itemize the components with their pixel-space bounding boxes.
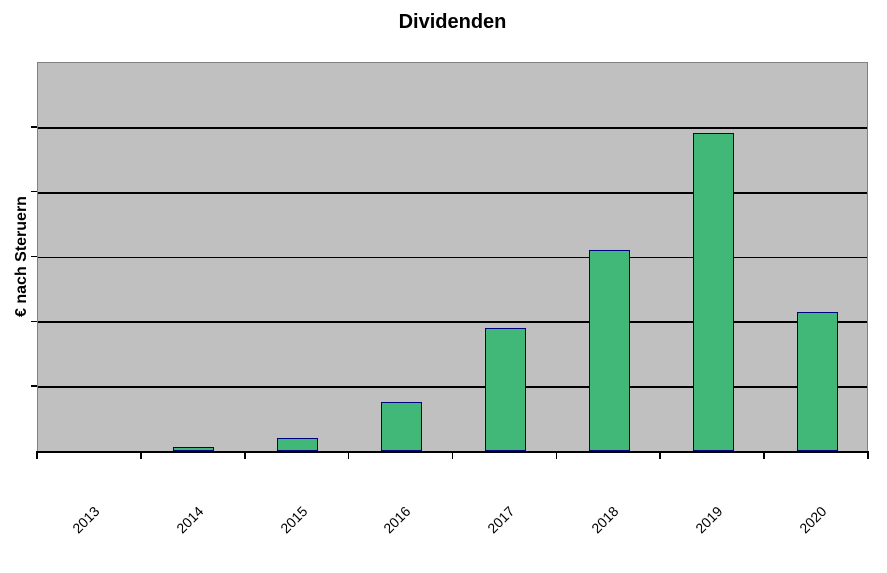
x-axis-label-2020: 2020 [796, 503, 830, 537]
y-axis-tick [31, 126, 37, 128]
bar-2015 [277, 438, 319, 451]
x-axis-label-2017: 2017 [484, 503, 518, 537]
x-axis-label-2016: 2016 [380, 503, 414, 537]
plot-area [37, 62, 868, 451]
x-axis-tick [140, 451, 142, 459]
x-axis-tick [347, 451, 350, 459]
x-axis-label-2014: 2014 [172, 503, 207, 537]
x-axis-tick [36, 451, 38, 459]
y-axis-tick [31, 190, 37, 193]
chart-title: Dividenden [398, 11, 507, 33]
x-axis-tick [555, 451, 558, 459]
bar-2017 [484, 327, 526, 451]
bar-2014 [173, 447, 215, 451]
gridline [38, 126, 867, 129]
gridline [38, 321, 867, 324]
gridline [38, 256, 867, 259]
x-axis-label-2018: 2018 [588, 503, 622, 537]
y-axis-tick [31, 255, 37, 258]
bar-2018 [588, 250, 630, 451]
gridline [38, 386, 867, 389]
x-axis-tick [867, 451, 869, 459]
x-axis-label-2015: 2015 [276, 503, 311, 537]
y-axis-tick [31, 385, 37, 387]
x-axis-label-2019: 2019 [692, 503, 726, 537]
x-axis-label-2013: 2013 [68, 503, 103, 537]
x-axis-tick [451, 451, 454, 459]
bar-2019 [692, 133, 734, 451]
y-axis-title: € nach Steruern [13, 196, 30, 317]
bar-2016 [381, 402, 423, 451]
bar-2020 [796, 311, 838, 451]
x-axis-tick [763, 451, 765, 459]
x-axis-tick [659, 451, 662, 459]
x-axis-tick [243, 451, 246, 459]
gridline [38, 191, 867, 194]
y-axis-tick [31, 320, 37, 323]
